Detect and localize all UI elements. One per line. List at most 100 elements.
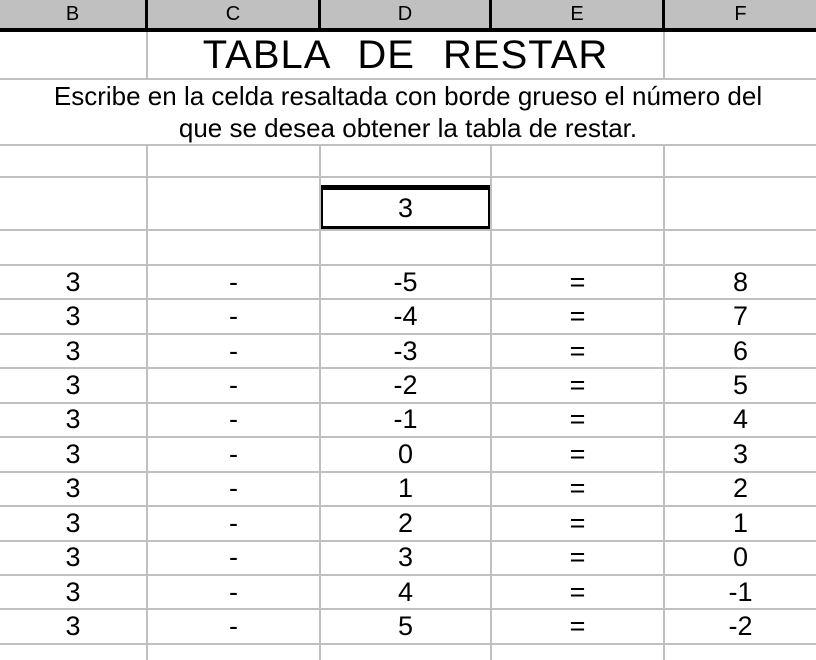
minuend-cell[interactable]: 3 — [0, 300, 148, 333]
equals-cell[interactable]: = — [492, 575, 665, 609]
operator-cell[interactable]: - — [148, 266, 321, 299]
empty-cell[interactable] — [492, 644, 665, 660]
equals-cell[interactable]: = — [492, 472, 665, 506]
empty-cell[interactable] — [321, 146, 492, 176]
sheet-title: TABLA DE RESTAR — [148, 32, 665, 78]
column-header-c[interactable]: C — [148, 0, 321, 28]
instructions-line-1: Escribe en la celda resaltada con borde … — [53, 81, 763, 111]
equals-cell[interactable]: = — [492, 541, 665, 574]
minuend-cell[interactable]: 3 — [0, 266, 148, 299]
table-row: 3- -5 = 8 — [0, 266, 816, 301]
minuend-cell[interactable]: 3 — [0, 575, 148, 609]
subtrahend-cell[interactable]: -2 — [321, 369, 492, 402]
table-row: 3- -3 = 6 — [0, 334, 816, 370]
operator-cell[interactable]: - — [148, 610, 321, 643]
result-cell[interactable]: 4 — [732, 404, 749, 435]
result-cell[interactable]: 5 — [732, 370, 749, 401]
instructions-line-2: que se desea obtener la tabla de restar. — [178, 113, 638, 143]
empty-cell[interactable] — [0, 644, 148, 660]
empty-row — [0, 644, 816, 660]
result-cell[interactable]: 1 — [732, 507, 749, 538]
input-row: 3 — [0, 178, 816, 231]
subtrahend-cell[interactable]: -1 — [321, 403, 492, 437]
empty-cell[interactable] — [321, 231, 492, 264]
empty-row — [0, 146, 816, 178]
equals-cell[interactable]: = — [492, 403, 665, 437]
empty-cell[interactable] — [321, 644, 492, 660]
column-header-b[interactable]: B — [0, 0, 148, 28]
empty-cell[interactable] — [0, 146, 148, 176]
equals-cell[interactable]: = — [492, 507, 665, 540]
empty-cell[interactable] — [492, 146, 665, 176]
subtrahend-cell[interactable]: -3 — [321, 334, 492, 368]
result-cell[interactable]: 6 — [732, 335, 749, 366]
equals-cell[interactable]: = — [492, 369, 665, 402]
equals-cell[interactable]: = — [492, 300, 665, 333]
minuend-cell[interactable]: 3 — [0, 403, 148, 437]
operator-cell[interactable]: - — [148, 334, 321, 368]
result-cell[interactable]: -1 — [728, 576, 753, 607]
operator-cell[interactable]: - — [148, 438, 321, 471]
empty-cell[interactable] — [665, 645, 816, 660]
minuend-cell[interactable]: 3 — [0, 541, 148, 574]
empty-cell[interactable] — [148, 231, 321, 264]
minuend-cell[interactable]: 3 — [0, 610, 148, 643]
title-row-spacer-right[interactable] — [665, 32, 816, 78]
minuend-cell[interactable]: 3 — [0, 334, 148, 368]
minuend-cell[interactable]: 3 — [0, 507, 148, 540]
result-cell[interactable]: 3 — [732, 438, 749, 469]
column-header-d[interactable]: D — [321, 0, 492, 28]
equals-cell[interactable]: = — [492, 438, 665, 471]
table-row: 3-4 = -1 — [0, 575, 816, 611]
empty-cell[interactable] — [665, 178, 816, 229]
empty-cell[interactable] — [665, 231, 816, 264]
operator-cell[interactable]: - — [148, 403, 321, 437]
empty-cell[interactable] — [665, 146, 816, 176]
result-cell[interactable]: -2 — [728, 611, 753, 642]
subtrahend-cell[interactable]: -5 — [321, 266, 492, 299]
minuend-cell[interactable]: 3 — [0, 369, 148, 402]
operator-cell[interactable]: - — [148, 507, 321, 540]
empty-cell[interactable] — [148, 644, 321, 660]
title-row-spacer-left[interactable] — [0, 32, 148, 78]
empty-cell[interactable] — [0, 178, 148, 229]
table-row: 3- -1 = 4 — [0, 403, 816, 439]
table-row: 3-5 = -2 — [0, 610, 816, 645]
operator-cell[interactable]: - — [148, 541, 321, 574]
minuend-cell[interactable]: 3 — [0, 438, 148, 471]
empty-cell[interactable] — [148, 146, 321, 176]
table-row: 3-3 = 0 — [0, 541, 816, 576]
column-header-e[interactable]: E — [492, 0, 665, 28]
equals-cell[interactable]: = — [492, 266, 665, 299]
column-header-f[interactable]: F — [734, 2, 747, 25]
table-row: 3- -2 = 5 — [0, 369, 816, 404]
input-cell[interactable]: 3 — [321, 185, 490, 229]
subtrahend-cell[interactable]: -4 — [321, 300, 492, 333]
result-cell[interactable]: 7 — [732, 301, 749, 332]
subtrahend-cell[interactable]: 5 — [321, 610, 492, 643]
table-row: 3-0 = 3 — [0, 438, 816, 473]
result-cell[interactable]: 2 — [732, 473, 749, 504]
empty-cell[interactable] — [492, 231, 665, 264]
result-cell[interactable]: 0 — [732, 542, 749, 573]
subtrahend-cell[interactable]: 2 — [321, 507, 492, 540]
operator-cell[interactable]: - — [148, 575, 321, 609]
subtrahend-cell[interactable]: 0 — [321, 438, 492, 471]
empty-cell[interactable] — [0, 231, 148, 264]
operator-cell[interactable]: - — [148, 300, 321, 333]
result-cell[interactable]: 8 — [732, 266, 749, 297]
empty-cell[interactable] — [148, 178, 321, 229]
subtrahend-cell[interactable]: 1 — [321, 472, 492, 506]
title-row: TABLA DE RESTAR — [0, 32, 816, 80]
subtrahend-cell[interactable]: 4 — [321, 575, 492, 609]
table-row: 3- -4 = 7 — [0, 300, 816, 335]
subtrahend-cell[interactable]: 3 — [321, 541, 492, 574]
operator-cell[interactable]: - — [148, 472, 321, 506]
minuend-cell[interactable]: 3 — [0, 472, 148, 506]
empty-cell[interactable] — [492, 178, 665, 229]
table-row: 3-2 = 1 — [0, 507, 816, 542]
equals-cell[interactable]: = — [492, 334, 665, 368]
equals-cell[interactable]: = — [492, 610, 665, 643]
operator-cell[interactable]: - — [148, 369, 321, 402]
